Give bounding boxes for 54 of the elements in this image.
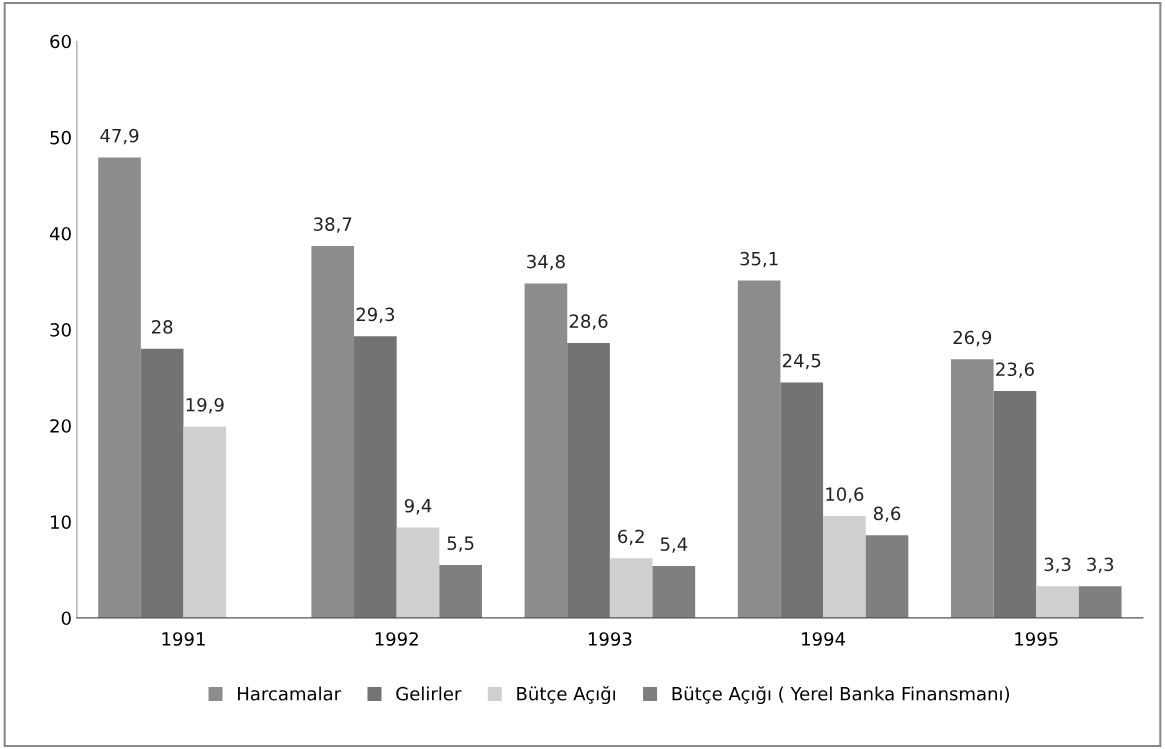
x-tick-label: 1993 — [588, 632, 632, 646]
bar — [609, 558, 653, 618]
bar — [354, 336, 397, 618]
x-tick-label: 1994 — [802, 632, 846, 646]
data-label: 5,4 — [660, 537, 688, 553]
data-label: 5,5 — [447, 536, 474, 552]
x-tick-label: 1991 — [162, 632, 205, 646]
data-label: 29,3 — [356, 307, 395, 324]
legend-label: Bütçe Açığı — [517, 686, 615, 705]
legend-label: Gelirler — [396, 686, 462, 701]
data-label: 3,3 — [1087, 557, 1114, 574]
bar — [1036, 586, 1079, 618]
y-tick-label: 30 — [50, 323, 71, 337]
y-tick-label: 50 — [50, 130, 71, 145]
data-label: 3,3 — [1044, 557, 1071, 574]
bar — [823, 516, 866, 618]
bar — [737, 280, 781, 618]
data-label: 34,8 — [527, 254, 565, 271]
bar — [524, 283, 568, 618]
y-tick-label: 10 — [51, 515, 71, 529]
data-label: 28 — [152, 320, 173, 334]
bar — [98, 157, 141, 618]
bar — [140, 348, 184, 618]
data-label: 19,9 — [186, 397, 224, 414]
data-label: 38,7 — [314, 217, 352, 233]
bar — [1078, 586, 1122, 618]
y-tick-label: 40 — [49, 226, 71, 241]
bar — [311, 245, 355, 618]
data-label: 35,1 — [740, 251, 778, 268]
bar — [993, 391, 1037, 618]
data-label: 26,9 — [953, 330, 992, 347]
bar — [439, 565, 482, 618]
data-label: 9,4 — [404, 498, 432, 515]
legend-label: Harcamalar — [238, 686, 342, 701]
data-label: 24,5 — [782, 353, 821, 370]
bar — [567, 343, 610, 618]
data-label: 10,6 — [826, 487, 864, 503]
bar — [183, 426, 227, 618]
bar — [865, 535, 909, 618]
data-label: 8,6 — [873, 506, 901, 523]
data-label: 28,6 — [569, 314, 608, 330]
bar — [396, 527, 440, 618]
data-label: 6,2 — [618, 529, 644, 546]
y-tick-label: 0 — [61, 611, 71, 626]
x-tick-label: 1995 — [1015, 632, 1058, 646]
x-tick-label: 1992 — [375, 632, 418, 646]
y-tick-label: 60 — [50, 34, 71, 49]
legend-label: Bütçe Açığı ( Yerel Banka Finansmanı) — [672, 686, 1010, 705]
bar — [950, 359, 994, 618]
bar — [652, 566, 696, 618]
y-tick-label: 20 — [50, 419, 71, 433]
data-label: 23,6 — [996, 362, 1034, 378]
data-label: 47,9 — [100, 128, 139, 145]
bar — [780, 382, 824, 618]
